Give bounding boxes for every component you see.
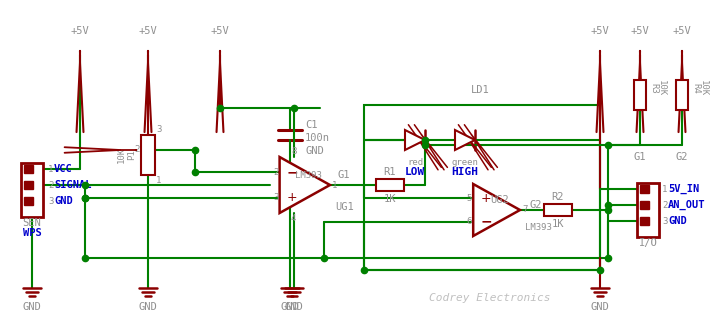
Text: HIGH: HIGH [451, 167, 478, 177]
Text: VCC: VCC [54, 164, 73, 174]
Text: UG2: UG2 [491, 195, 510, 205]
Text: +5V: +5V [71, 26, 90, 36]
Text: LM393: LM393 [295, 170, 322, 180]
Text: 3: 3 [48, 197, 53, 205]
Bar [376, 179, 404, 191]
Text: 3: 3 [156, 125, 162, 134]
Text: UG1: UG1 [335, 202, 354, 212]
Text: G1: G1 [338, 170, 350, 180]
Text: GND: GND [590, 302, 609, 312]
Text: 6: 6 [467, 217, 472, 226]
Polygon shape [473, 184, 520, 236]
Bar [24, 197, 33, 205]
Bar [24, 181, 33, 189]
Bar [364, 105, 600, 270]
Text: 1: 1 [662, 185, 668, 194]
Text: +5V: +5V [630, 26, 649, 36]
Text: SEN: SEN [23, 218, 41, 228]
Text: GND: GND [284, 302, 303, 312]
Bar [634, 80, 646, 110]
Text: Codrey Electronics: Codrey Electronics [430, 293, 551, 303]
Text: 1: 1 [332, 181, 337, 189]
Text: 4: 4 [291, 214, 296, 223]
Bar [544, 204, 572, 216]
Text: 1K: 1K [552, 219, 564, 229]
Text: 10K: 10K [699, 80, 708, 96]
Text: 8: 8 [291, 147, 296, 156]
Text: +: + [480, 192, 491, 205]
Text: P1: P1 [127, 150, 136, 160]
Text: GND: GND [305, 146, 324, 156]
Text: C1: C1 [305, 120, 317, 130]
Text: GND: GND [54, 196, 73, 206]
Bar [637, 183, 659, 237]
Text: +: + [287, 191, 297, 204]
Text: −: − [480, 215, 492, 229]
Text: green: green [451, 158, 478, 167]
Text: 7: 7 [522, 205, 527, 215]
Text: SIGNAL: SIGNAL [54, 180, 92, 190]
Text: 3: 3 [273, 193, 279, 202]
Text: 5V_IN: 5V_IN [668, 184, 700, 194]
Text: R3: R3 [649, 82, 658, 93]
Text: G2: G2 [530, 200, 542, 210]
Text: 100n: 100n [305, 133, 330, 143]
Text: +5V: +5V [673, 26, 692, 36]
Text: WPS: WPS [23, 228, 41, 238]
Text: G1: G1 [634, 152, 646, 162]
Text: 2: 2 [273, 168, 279, 177]
Text: 5: 5 [467, 194, 472, 203]
Text: 2: 2 [662, 200, 668, 210]
Bar [640, 185, 649, 193]
Text: GND: GND [280, 302, 299, 312]
Bar [676, 80, 688, 110]
Text: LD1: LD1 [470, 85, 489, 95]
Polygon shape [280, 157, 330, 213]
Text: +5V: +5V [210, 26, 229, 36]
Text: 1: 1 [48, 165, 53, 173]
Polygon shape [455, 130, 475, 150]
Text: LM393: LM393 [525, 224, 552, 232]
Bar [640, 201, 649, 209]
Text: 1: 1 [156, 176, 162, 185]
Text: red: red [407, 158, 423, 167]
Text: LOW: LOW [405, 167, 425, 177]
Text: −: − [287, 165, 298, 179]
Text: 10K: 10K [117, 147, 126, 163]
Text: 1K: 1K [384, 194, 396, 204]
Text: G2: G2 [676, 152, 688, 162]
Text: AN_OUT: AN_OUT [668, 200, 705, 210]
Polygon shape [405, 130, 425, 150]
Bar [24, 165, 33, 173]
Text: GND: GND [138, 302, 157, 312]
Bar [640, 217, 649, 225]
Text: R2: R2 [552, 192, 564, 202]
Bar [141, 135, 155, 175]
Text: 2: 2 [48, 181, 53, 189]
Text: +5V: +5V [138, 26, 157, 36]
Text: 2: 2 [135, 145, 140, 155]
Text: GND: GND [23, 302, 41, 312]
Text: 3: 3 [662, 216, 668, 226]
Text: GND: GND [668, 216, 687, 226]
Text: I/O: I/O [638, 238, 657, 248]
Text: 10K: 10K [657, 80, 666, 96]
Text: R1: R1 [384, 167, 396, 177]
Text: R4: R4 [691, 82, 700, 93]
Bar [21, 163, 43, 217]
Text: +5V: +5V [590, 26, 609, 36]
